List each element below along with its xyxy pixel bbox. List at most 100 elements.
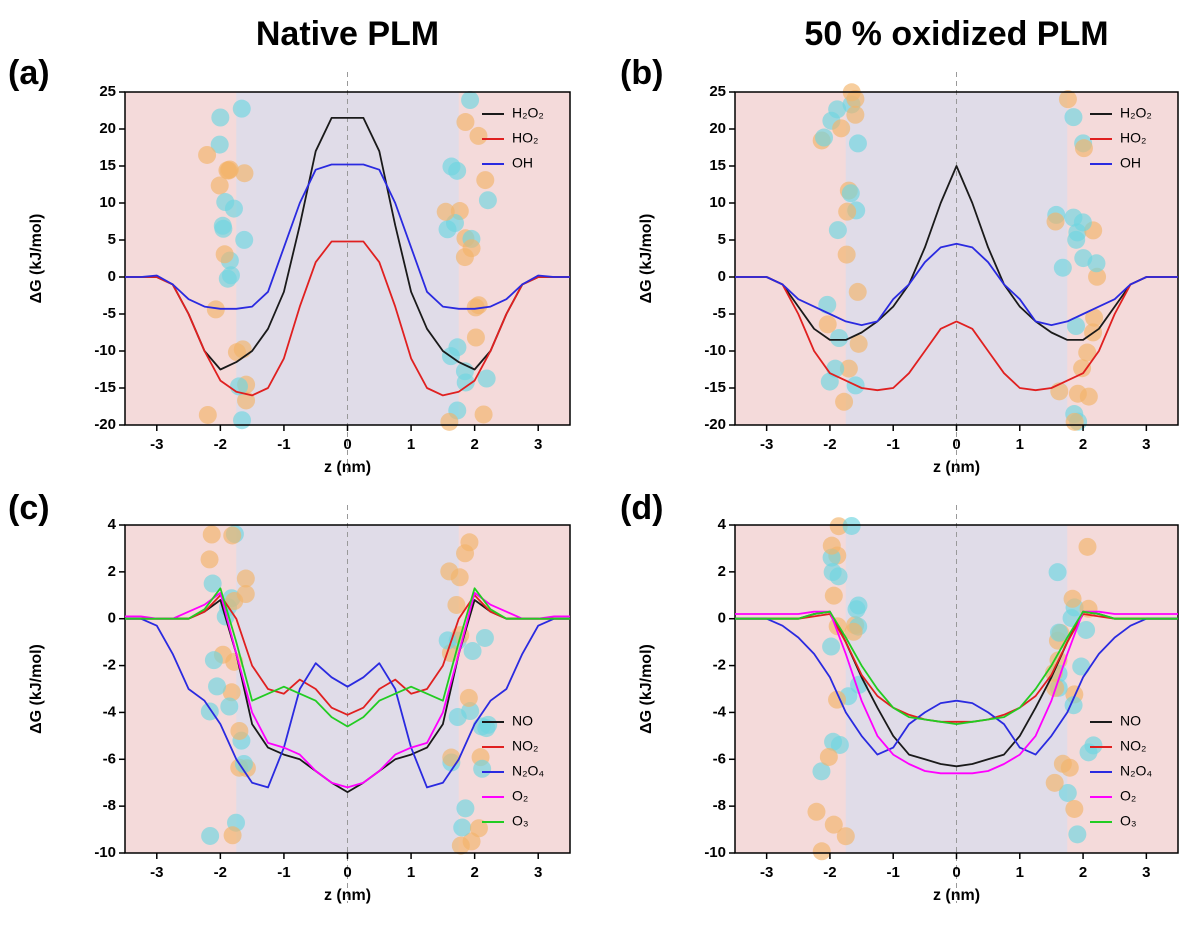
legend-label: H₂O₂ xyxy=(512,105,544,121)
series-line xyxy=(735,617,1178,756)
headgroup-bead xyxy=(223,826,242,845)
series-line xyxy=(125,592,570,789)
x-tick-label: -1 xyxy=(277,436,290,453)
x-tick-label: 2 xyxy=(470,436,478,453)
y-tick-label: -8 xyxy=(713,797,726,814)
headgroup-bead xyxy=(222,683,241,702)
headgroup-bead xyxy=(838,202,857,221)
headgroup-bead xyxy=(442,748,461,767)
headgroup-bead xyxy=(846,105,865,124)
headgroup-bead xyxy=(210,176,229,195)
x-tick-label: -3 xyxy=(760,864,773,881)
headgroup-bead xyxy=(230,721,249,740)
headgroup-bead xyxy=(1063,589,1082,608)
x-tick-label: -2 xyxy=(214,864,227,881)
headgroup-bead xyxy=(1048,563,1067,582)
y-axis-label: ΔG (kJ/mol) xyxy=(28,644,45,734)
x-tick-label: -2 xyxy=(823,864,836,881)
headgroup-bead xyxy=(848,282,867,301)
panel-label: (c) xyxy=(8,489,50,527)
panel-label: (a) xyxy=(8,54,50,92)
headgroup-bead xyxy=(447,595,466,614)
headgroup-bead xyxy=(469,819,488,838)
headgroup-bead xyxy=(478,191,497,210)
legend-label: H₂O₂ xyxy=(1120,105,1152,121)
x-tick-label: -2 xyxy=(823,436,836,453)
x-tick-label: -1 xyxy=(887,436,900,453)
x-tick-label: 1 xyxy=(407,436,415,453)
series-line xyxy=(125,594,570,716)
headgroup-bead xyxy=(818,315,837,334)
headgroup-bead xyxy=(233,340,252,359)
y-tick-label: -6 xyxy=(713,750,726,767)
y-tick-label: 0 xyxy=(108,268,116,285)
headgroup-bead xyxy=(472,717,491,736)
x-tick-label: 0 xyxy=(343,436,351,453)
y-tick-label: 25 xyxy=(99,83,116,100)
series-line xyxy=(735,613,1178,723)
y-tick-label: 20 xyxy=(709,120,726,137)
y-tick-label: 15 xyxy=(99,157,116,174)
x-tick-label: -3 xyxy=(150,436,163,453)
lipid-region xyxy=(236,92,459,425)
headgroup-bead xyxy=(456,799,475,818)
headgroup-bead xyxy=(463,642,482,661)
headgroup-bead xyxy=(461,91,480,110)
headgroup-bead xyxy=(208,677,227,696)
headgroup-bead xyxy=(829,517,848,536)
legend-label: N₂O₄ xyxy=(1120,763,1152,779)
column-title: Native PLM xyxy=(256,15,439,53)
headgroup-bead xyxy=(1053,258,1072,277)
headgroup-bead xyxy=(459,688,478,707)
headgroup-bead xyxy=(822,637,841,656)
headgroup-bead xyxy=(476,171,495,190)
series-line xyxy=(125,240,570,397)
headgroup-bead xyxy=(203,574,222,593)
y-tick-label: -5 xyxy=(103,305,116,322)
headgroup-bead xyxy=(469,296,488,315)
legend-label: OH xyxy=(512,155,533,171)
x-tick-label: 1 xyxy=(1016,436,1024,453)
series-line xyxy=(735,242,1178,326)
series-line xyxy=(735,610,1178,725)
headgroup-bead xyxy=(204,651,223,670)
y-tick-label: 10 xyxy=(99,194,116,211)
headgroup-bead xyxy=(1058,90,1077,109)
headgroup-bead xyxy=(844,622,863,641)
headgroup-bead xyxy=(213,216,232,235)
headgroup-bead xyxy=(1073,359,1092,378)
headgroup-bead xyxy=(1087,254,1106,273)
headgroup-bead xyxy=(474,405,493,424)
x-tick-label: -1 xyxy=(887,864,900,881)
y-tick-label: 4 xyxy=(718,516,727,533)
headgroup-bead xyxy=(1065,412,1084,431)
x-tick-label: -2 xyxy=(214,436,227,453)
x-tick-label: 0 xyxy=(343,864,351,881)
headgroup-bead xyxy=(440,412,459,431)
headgroup-bead xyxy=(215,245,234,264)
x-tick-label: 3 xyxy=(1142,436,1150,453)
x-tick-label: 2 xyxy=(1079,864,1087,881)
headgroup-bead xyxy=(835,392,854,411)
series-line xyxy=(735,276,1178,392)
headgroup-bead xyxy=(1045,773,1064,792)
y-tick-label: -20 xyxy=(94,416,116,433)
headgroup-bead xyxy=(236,585,255,604)
headgroup-bead xyxy=(828,221,847,240)
headgroup-bead xyxy=(812,762,831,781)
headgroup-bead xyxy=(219,161,238,180)
x-tick-label: 0 xyxy=(952,436,960,453)
y-tick-label: -20 xyxy=(704,416,726,433)
headgroup-bead xyxy=(448,161,467,180)
series-line xyxy=(125,163,570,310)
y-tick-label: -10 xyxy=(704,342,726,359)
y-tick-label: 0 xyxy=(718,268,726,285)
headgroup-bead xyxy=(477,369,496,388)
headgroup-bead xyxy=(436,202,455,221)
x-tick-label: 1 xyxy=(407,864,415,881)
legend-label: NO₂ xyxy=(1120,738,1146,754)
legend-label: NO xyxy=(1120,713,1141,729)
legend-label: O₂ xyxy=(1120,788,1136,804)
y-tick-label: -4 xyxy=(713,703,727,720)
